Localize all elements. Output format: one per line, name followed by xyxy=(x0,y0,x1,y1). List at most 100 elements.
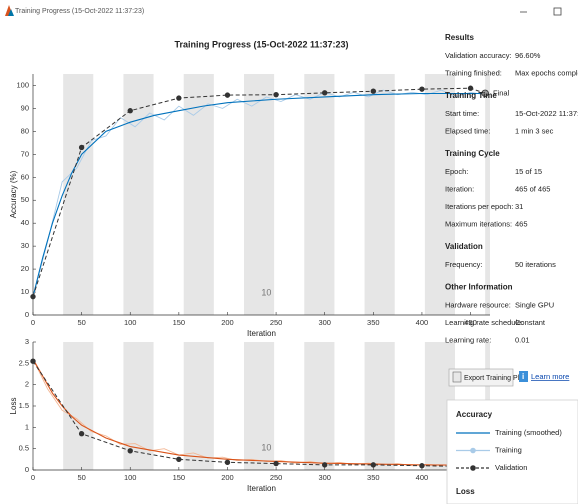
y-tick-label: 2 xyxy=(25,380,29,389)
epoch-band xyxy=(243,74,275,315)
field-label: Start time: xyxy=(445,109,479,118)
chart-title: Training Progress (15-Oct-2022 11:37:23) xyxy=(174,39,348,49)
field-label: Learning rate: xyxy=(445,335,491,344)
field-value: Constant xyxy=(515,318,546,327)
legend-heading: Accuracy xyxy=(456,410,493,419)
validation-marker xyxy=(273,91,279,98)
validation-marker xyxy=(370,88,377,94)
x-axis-label: Iteration xyxy=(247,329,276,338)
y-tick-label: 1 xyxy=(25,422,29,431)
x-tick-label: 100 xyxy=(124,318,137,327)
validation-marker xyxy=(78,144,85,151)
x-tick-label: 200 xyxy=(221,473,234,482)
x-tick-label: 150 xyxy=(173,473,186,482)
maximize-button[interactable] xyxy=(553,7,562,16)
field-label: Learning rate schedule: xyxy=(445,318,523,327)
title-bar xyxy=(0,0,578,26)
epoch-band xyxy=(63,74,94,315)
section-title: Training Time xyxy=(445,91,497,100)
field-label: Elapsed time: xyxy=(445,126,490,135)
y-tick-label: 50 xyxy=(21,195,29,204)
legend-label: Training (smoothed) xyxy=(495,428,562,437)
field-label: Hardware resource: xyxy=(445,300,511,309)
field-value: 0.01 xyxy=(515,335,530,344)
validation-marker xyxy=(127,108,133,114)
legend-label: Validation xyxy=(495,463,527,472)
validation-marker xyxy=(224,92,231,98)
field-value: 465 of 465 xyxy=(515,184,550,193)
validation-marker xyxy=(224,459,231,466)
validation-marker xyxy=(127,448,133,454)
epoch-band xyxy=(364,342,395,470)
epoch-band xyxy=(183,74,214,315)
y-tick-label: 70 xyxy=(21,149,29,158)
epoch-band xyxy=(304,342,335,470)
field-value: 15 of 15 xyxy=(515,167,542,176)
validation-marker xyxy=(78,431,85,437)
field-value: Single GPU xyxy=(515,300,554,309)
y-tick-label: 2.5 xyxy=(19,358,29,367)
x-tick-label: 50 xyxy=(77,473,85,482)
smoothed-line xyxy=(32,358,486,466)
x-tick-label: 0 xyxy=(31,473,35,482)
field-label: Iteration: xyxy=(445,184,474,193)
x-tick-label: 250 xyxy=(270,473,283,482)
training-line xyxy=(32,89,486,297)
x-tick-label: 0 xyxy=(31,318,35,327)
x-tick-label: 150 xyxy=(173,318,186,327)
x-tick-label: 50 xyxy=(77,318,85,327)
app-icon xyxy=(5,5,14,16)
x-tick-label: 300 xyxy=(318,473,331,482)
x-tick-label: 350 xyxy=(367,318,380,327)
field-value: 1 min 3 sec xyxy=(515,126,554,135)
validation-marker xyxy=(322,462,328,468)
epoch-band xyxy=(243,342,275,470)
charts: Training Progress (15-Oct-2022 11:37:23)… xyxy=(9,39,509,493)
x-tick-label: 350 xyxy=(367,473,380,482)
side-panel: Export Training Plot i Learn more Accura… xyxy=(445,33,578,504)
validation-marker xyxy=(176,456,182,463)
legend-heading: Loss xyxy=(456,487,475,496)
y-tick-label: 30 xyxy=(21,241,29,250)
epoch-band xyxy=(183,342,214,470)
x-tick-label: 250 xyxy=(270,318,283,327)
export-button-label: Export Training Plot xyxy=(464,375,525,382)
info-icon xyxy=(519,371,528,382)
legend-label: Training xyxy=(495,445,522,454)
epoch-label: 10 xyxy=(261,287,271,297)
validation-marker xyxy=(467,85,474,91)
x-tick-label: 450 xyxy=(464,318,477,327)
section-title: Training Cycle xyxy=(445,149,500,158)
validation-marker xyxy=(30,358,36,364)
field-label: Iterations per epoch: xyxy=(445,202,513,211)
field-value: Max epochs completed xyxy=(515,68,578,77)
field-label: Epoch: xyxy=(445,167,468,176)
y-tick-label: 20 xyxy=(21,264,29,273)
export-button[interactable] xyxy=(448,368,514,387)
chart: 05010015020025030035040045000.511.522.53… xyxy=(9,337,509,493)
chart: Training Progress (15-Oct-2022 11:37:23)… xyxy=(9,39,509,338)
smoothed-line xyxy=(32,92,486,297)
field-label: Validation accuracy: xyxy=(445,51,512,60)
validation-marker xyxy=(419,463,425,469)
validation-marker xyxy=(273,460,279,467)
legend-marker xyxy=(470,447,476,454)
y-tick-label: 40 xyxy=(21,218,29,227)
epoch-band xyxy=(485,74,490,315)
y-tick-label: 0 xyxy=(25,310,29,319)
final-label: Final xyxy=(493,88,510,97)
y-tick-label: 10 xyxy=(21,287,29,296)
y-tick-label: 0 xyxy=(25,465,29,474)
learn-more-link[interactable]: Learn more xyxy=(531,372,569,381)
export-icon xyxy=(452,371,462,383)
y-tick-label: 60 xyxy=(21,172,29,181)
info-icon-glyph: i xyxy=(522,372,524,381)
y-tick-label: 3 xyxy=(25,337,29,346)
final-validation-marker xyxy=(481,89,489,97)
x-tick-label: 200 xyxy=(221,318,234,327)
epoch-label: 10 xyxy=(261,442,271,452)
field-label: Training finished: xyxy=(445,68,502,77)
x-tick-label: 400 xyxy=(416,473,429,482)
validation-marker xyxy=(30,293,36,300)
